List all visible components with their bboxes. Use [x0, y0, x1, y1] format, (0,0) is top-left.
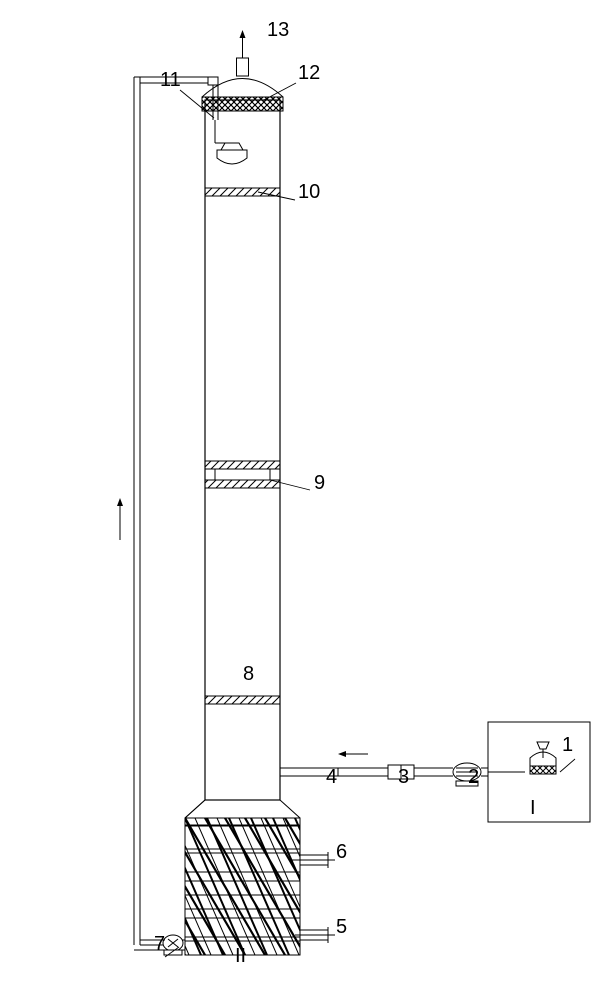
label-n11: 11	[160, 69, 181, 91]
label-n9: 9	[314, 472, 325, 494]
label-roman_I: I	[530, 797, 536, 819]
label-n1: 1	[562, 734, 573, 756]
label-n2: 2	[468, 766, 479, 788]
label-n10: 10	[298, 181, 320, 203]
label-n13: 13	[267, 19, 289, 41]
label-n8: 8	[243, 663, 254, 685]
label-n7: 7	[154, 933, 165, 955]
label-n3: 3	[398, 766, 409, 788]
label-n12: 12	[298, 62, 320, 84]
label-n4: 4	[326, 766, 337, 788]
label-roman_II: II	[235, 945, 246, 967]
label-n6: 6	[336, 841, 347, 863]
label-n5: 5	[336, 916, 347, 938]
schematic-diagram: 12345678910111213III	[0, 0, 601, 1000]
